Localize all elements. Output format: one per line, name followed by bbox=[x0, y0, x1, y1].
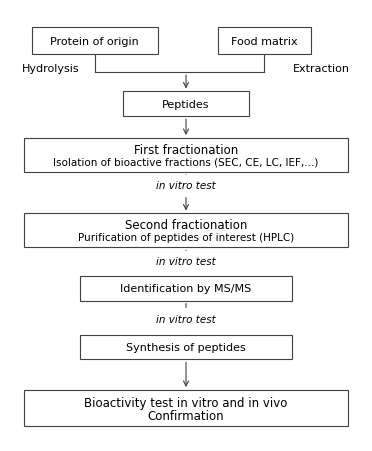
Text: Purification of peptides of interest (HPLC): Purification of peptides of interest (HP… bbox=[78, 233, 294, 243]
Text: Bioactivity test in vitro and in vivo: Bioactivity test in vitro and in vivo bbox=[84, 396, 288, 409]
Bar bbox=[32, 28, 158, 55]
Text: Extraction: Extraction bbox=[293, 64, 350, 74]
Text: Hydrolysis: Hydrolysis bbox=[22, 64, 80, 74]
Bar bbox=[24, 390, 348, 426]
Text: Food matrix: Food matrix bbox=[231, 37, 298, 46]
Text: Synthesis of peptides: Synthesis of peptides bbox=[126, 342, 246, 352]
Bar bbox=[24, 214, 348, 248]
Text: Confirmation: Confirmation bbox=[148, 409, 224, 422]
Text: Isolation of bioactive fractions (SEC, CE, LC, IEF,...): Isolation of bioactive fractions (SEC, C… bbox=[53, 157, 319, 167]
Text: in vitro test: in vitro test bbox=[156, 314, 216, 324]
Bar bbox=[80, 276, 292, 301]
Text: First fractionation: First fractionation bbox=[134, 144, 238, 156]
Bar bbox=[24, 138, 348, 172]
Text: Protein of origin: Protein of origin bbox=[51, 37, 139, 46]
Text: Second fractionation: Second fractionation bbox=[125, 219, 247, 232]
Bar bbox=[123, 92, 249, 117]
Text: Identification by MS/MS: Identification by MS/MS bbox=[121, 284, 251, 294]
Text: Peptides: Peptides bbox=[162, 100, 210, 110]
Bar bbox=[80, 335, 292, 360]
Bar bbox=[218, 28, 311, 55]
Text: in vitro test: in vitro test bbox=[156, 181, 216, 191]
Text: in vitro test: in vitro test bbox=[156, 257, 216, 267]
